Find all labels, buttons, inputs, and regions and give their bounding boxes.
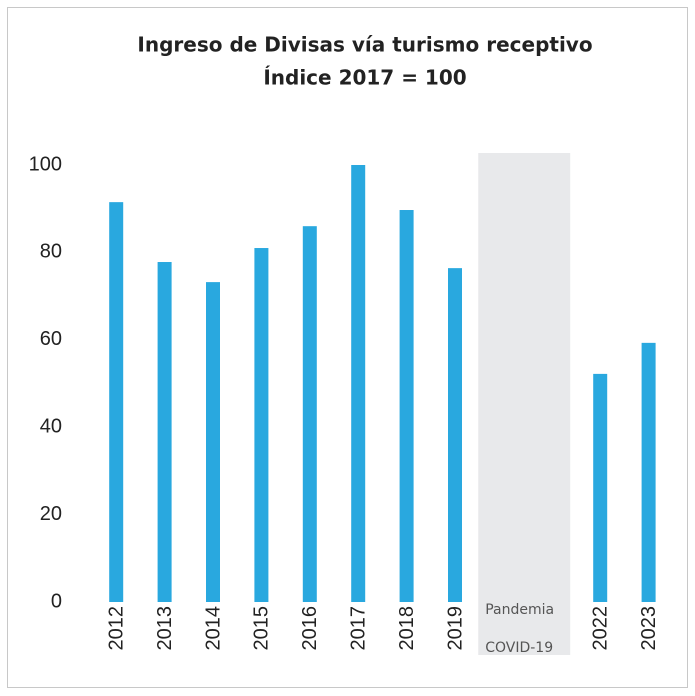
x-tick-label: 2012 [105,606,127,651]
annotation: COVID-19 [485,640,553,656]
bar [593,373,608,602]
x-tick-label: 2013 [154,606,176,651]
bar [254,248,269,602]
y-tick-label: 20 [40,503,62,525]
y-tick-label: 100 [29,153,62,175]
x-tick-label: 2022 [589,606,611,651]
x-tick-label: 2019 [444,606,466,651]
x-tick-label: 2018 [396,606,418,651]
chart-subtitle: Índice 2017 = 100 [263,66,466,90]
bar [302,226,317,602]
bar [157,262,172,602]
x-tick-label: 2017 [347,606,369,651]
bar [109,202,124,602]
x-tick-label: 2016 [299,606,321,651]
bar [448,268,462,602]
bar [351,165,366,602]
y-tick-label: 60 [40,328,62,350]
chart-title: Ingreso de Divisas vía turismo receptivo [137,33,592,57]
bar [206,282,220,602]
y-tick-label: 80 [40,241,62,263]
bar [399,210,414,603]
x-tick-label: 2014 [202,606,224,651]
y-tick-label: 0 [51,590,62,612]
bar [641,342,656,602]
pandemic-band [478,153,571,655]
x-tick-label: 2015 [251,606,273,651]
x-tick-label: 2023 [638,606,660,651]
y-tick-label: 40 [40,415,62,437]
annotation: Pandemia [485,602,554,618]
